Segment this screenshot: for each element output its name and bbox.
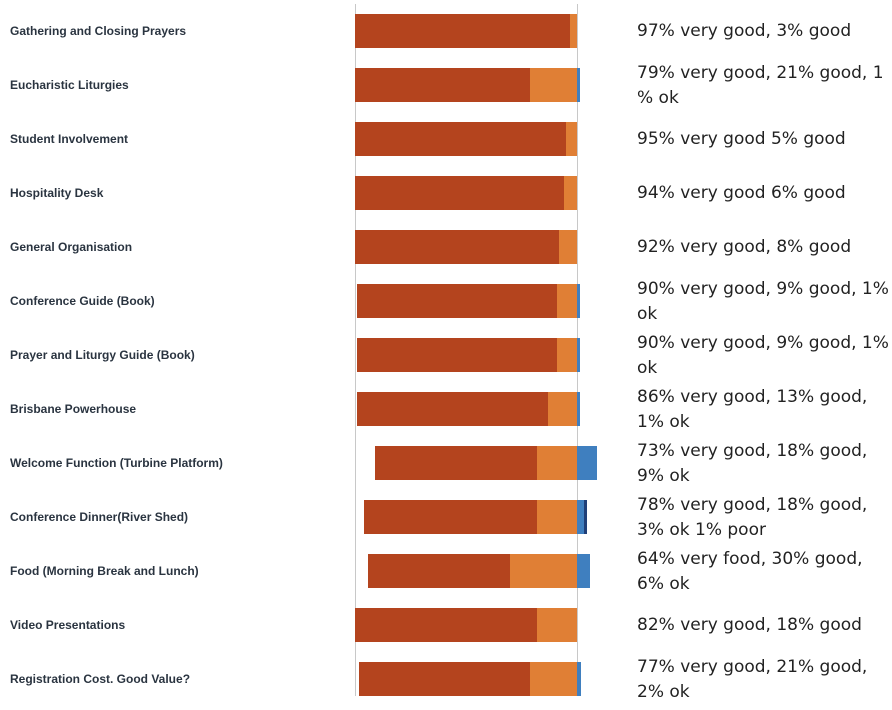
category-label: Registration Cost. Good Value? <box>10 672 191 686</box>
data-label: 64% very food, 30% good, 6% ok <box>637 549 863 594</box>
bar-segment-ok <box>576 446 597 480</box>
bar <box>355 14 579 48</box>
category-label: Gathering and Closing Prayers <box>10 24 187 38</box>
data-label: 95% very good 5% good <box>637 129 846 149</box>
bar <box>359 662 583 696</box>
bar <box>355 608 579 642</box>
category-label: Hospitality Desk <box>10 186 104 200</box>
bar-segment-very-good <box>355 68 531 102</box>
bar <box>357 284 581 318</box>
bar <box>363 500 588 534</box>
bar-segment-very-good <box>363 500 538 534</box>
category-label: Eucharistic Liturgies <box>10 78 129 92</box>
bar-row: Student Involvement 95% very good 5% good <box>0 112 892 166</box>
bar-segment-very-good <box>359 662 531 696</box>
data-label: 73% very good, 18% good, 9% ok <box>637 441 868 486</box>
bar-row: Brisbane Powerhouse 86% very good, 13% go… <box>0 382 892 436</box>
bar-segment-very-good <box>357 338 558 372</box>
data-label: 90% very good, 9% good, 1% ok <box>637 279 889 324</box>
bar-segment-ok <box>576 284 580 318</box>
bar-segment-good <box>557 284 577 318</box>
data-label: 97% very good, 3% good <box>637 21 852 41</box>
category-label: Conference Dinner(River Shed) <box>10 510 189 524</box>
bar-segment-good <box>530 662 577 696</box>
bar-segment-poor <box>583 500 587 534</box>
category-label: Prayer and Liturgy Guide (Book) <box>10 348 195 362</box>
bar-segment-very-good <box>374 446 538 480</box>
bar-segment-very-good <box>357 392 549 426</box>
bar-segment-good <box>563 176 577 210</box>
category-label: Food (Morning Break and Lunch) <box>10 564 199 578</box>
bar-row: Prayer and Liturgy Guide (Book) 90% very … <box>0 328 892 382</box>
bar <box>357 392 581 426</box>
bar-segment-ok <box>576 500 584 534</box>
data-label: 86% very good, 13% good, 1% ok <box>637 387 868 432</box>
bar <box>355 230 579 264</box>
bar-segment-good <box>537 608 577 642</box>
category-label: Video Presentations <box>10 618 126 632</box>
bar-segment-good <box>548 392 577 426</box>
category-label: Student Involvement <box>10 132 129 146</box>
bar-row: Eucharistic Liturgies 79% very good, 21% … <box>0 58 892 112</box>
data-label: 92% very good, 8% good <box>637 237 852 257</box>
bar-segment-ok <box>576 662 582 696</box>
bar-segment-very-good <box>355 122 566 156</box>
bar-segment-very-good <box>368 554 511 588</box>
bar-row: General Organisation 92% very good, 8% go… <box>0 220 892 274</box>
bar <box>355 68 581 102</box>
bar-segment-good <box>565 122 577 156</box>
bar-row: Hospitality Desk 94% very good 6% good <box>0 166 892 220</box>
bar-segment-good <box>510 554 577 588</box>
bar-segment-very-good <box>355 14 571 48</box>
category-label: General Organisation <box>10 240 133 254</box>
data-label: 78% very good, 18% good, 3% ok 1% poor <box>637 495 868 540</box>
bar <box>357 338 581 372</box>
bar-segment-good <box>530 68 577 102</box>
bar-row: Conference Dinner(River Shed) 78% very go… <box>0 490 892 544</box>
bar-segment-ok <box>576 392 580 426</box>
category-label: Conference Guide (Book) <box>10 294 155 308</box>
bar <box>374 446 599 480</box>
bar-row: Video Presentations 82% very good, 18% go… <box>0 598 892 652</box>
bar <box>355 122 579 156</box>
bar-segment-very-good <box>357 284 558 318</box>
bar-segment-ok <box>576 338 580 372</box>
bar-segment-ok <box>577 68 580 102</box>
bar-row: Registration Cost. Good Value? 77% very g… <box>0 652 892 706</box>
data-label: 79% very good, 21% good, 1 % ok <box>637 63 884 108</box>
data-label: 77% very good, 21% good, 2% ok <box>637 657 868 702</box>
data-label: 90% very good, 9% good, 1% ok <box>637 333 889 378</box>
bar <box>368 554 592 588</box>
bar-row: Conference Guide (Book) 90% very good, 9%… <box>0 274 892 328</box>
bar-segment-good <box>537 500 577 534</box>
bar-row: Food (Morning Break and Lunch) 64% very f… <box>0 544 892 598</box>
bar-row: Welcome Function (Turbine Platform) 73% v… <box>0 436 892 490</box>
bar-segment-very-good <box>355 230 560 264</box>
bar-row: Gathering and Closing Prayers 97% very go… <box>0 4 892 58</box>
gridline-left <box>355 4 356 696</box>
bar-segment-good <box>537 446 577 480</box>
bar-segment-very-good <box>355 608 538 642</box>
data-label: 94% very good 6% good <box>637 183 846 203</box>
bar-segment-very-good <box>355 176 564 210</box>
bar-segment-good <box>557 338 577 372</box>
bar-segment-good <box>559 230 577 264</box>
bar-segment-ok <box>576 554 591 588</box>
category-label: Brisbane Powerhouse <box>10 402 137 416</box>
bar <box>355 176 579 210</box>
bar-segment-good <box>570 14 577 48</box>
data-label: 82% very good, 18% good <box>637 615 862 635</box>
category-label: Welcome Function (Turbine Platform) <box>10 456 223 470</box>
